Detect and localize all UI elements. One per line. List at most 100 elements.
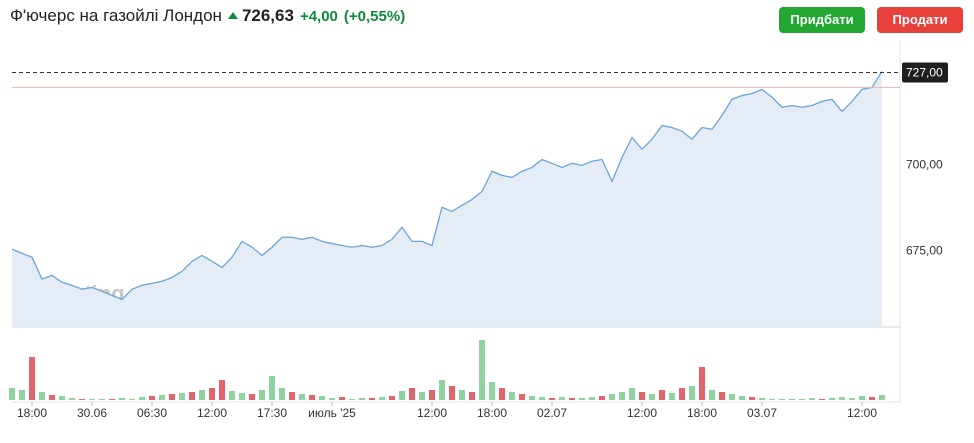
- volume-bar: [519, 394, 525, 400]
- volume-bar: [649, 394, 655, 400]
- change-percent: (+0,55%): [343, 8, 406, 25]
- x-tick-label: 12:00: [627, 406, 657, 420]
- volume-bar: [659, 390, 665, 400]
- chart: Investing.com675,00700,00727,0018:0030.0…: [9, 40, 948, 420]
- volume-bar: [699, 367, 705, 400]
- x-tick-label: 18:00: [477, 406, 507, 420]
- volume-bar: [849, 398, 855, 400]
- volume-bar: [479, 340, 485, 400]
- instrument-title: Ф'ючерс на газойлі Лондон 726,63 +4,00 (+0,…: [10, 6, 405, 26]
- price-line: [11, 71, 883, 301]
- volume-bar: [149, 396, 155, 400]
- volume-bar: [589, 397, 595, 400]
- volume-bar: [509, 392, 515, 400]
- buy-button[interactable]: Придбати: [779, 7, 865, 33]
- price-area: [12, 71, 882, 327]
- volume-bar: [879, 395, 885, 400]
- sell-button[interactable]: Продати: [877, 7, 963, 33]
- y-tick-label: 700,00: [906, 158, 943, 172]
- volume-bar: [189, 392, 195, 400]
- volume-bar: [9, 388, 15, 400]
- volume-bar: [309, 395, 315, 400]
- header: Ф'ючерс на газойлі Лондон 726,63 +4,00 (+0,…: [0, 0, 974, 36]
- volume-bar: [409, 388, 415, 400]
- volume-bar: [779, 399, 785, 400]
- volume-bar: [159, 395, 165, 400]
- volume-bar: [609, 394, 615, 400]
- volume-bar: [559, 397, 565, 400]
- volume-bar: [39, 392, 45, 400]
- volume-bar: [59, 396, 65, 400]
- volume-bar: [709, 390, 715, 400]
- x-tick-label: 12:00: [197, 406, 227, 420]
- volume-bar: [249, 394, 255, 400]
- x-tick-label: 12:00: [417, 406, 447, 420]
- volume-bar: [269, 376, 275, 400]
- volume-bar: [869, 397, 875, 400]
- y-tick-label: 675,00: [906, 244, 943, 258]
- volume-bar: [89, 399, 95, 400]
- volume-bar: [499, 388, 505, 400]
- volume-bar: [259, 390, 265, 400]
- volume-bar: [449, 386, 455, 400]
- volume-bar: [79, 399, 85, 400]
- volume-bar: [389, 396, 395, 400]
- volume-bar: [579, 398, 585, 400]
- volume-bar: [539, 397, 545, 400]
- x-tick-label: 18:00: [17, 406, 47, 420]
- x-tick-label: 03.07: [747, 406, 777, 420]
- volume-bar: [139, 397, 145, 400]
- volume-bar: [749, 397, 755, 400]
- volume-bar: [19, 390, 25, 400]
- volume-bar: [759, 398, 765, 400]
- x-tick-label: 12:00: [847, 406, 877, 420]
- volume-bar: [439, 380, 445, 400]
- volume-bar: [469, 392, 475, 400]
- volume-bar: [739, 396, 745, 400]
- volume-bar: [319, 396, 325, 400]
- volume-bar: [549, 398, 555, 400]
- up-arrow: [227, 12, 238, 19]
- volume-bar: [99, 399, 105, 400]
- x-tick-label: 18:00: [687, 406, 717, 420]
- volume-bar: [349, 399, 355, 400]
- volume-bar: [819, 399, 825, 400]
- x-tick-label: 02.07: [537, 406, 567, 420]
- volume-bar: [799, 399, 805, 400]
- volume-bar: [179, 393, 185, 400]
- volume-bar: [639, 392, 645, 400]
- volume-bar: [619, 392, 625, 400]
- volume-bar: [169, 394, 175, 400]
- volume-bar: [229, 391, 235, 400]
- volume-bar: [529, 396, 535, 400]
- volume-bar: [419, 392, 425, 400]
- volume-bar: [429, 390, 435, 400]
- price: 726,63: [241, 6, 294, 25]
- change: +4,00: [299, 8, 338, 25]
- volume-bar: [729, 394, 735, 400]
- volume-bar: [839, 397, 845, 400]
- volume-bar: [219, 380, 225, 400]
- x-tick-label: 30.06: [77, 406, 107, 420]
- volume-bar: [49, 395, 55, 400]
- volume-bar: [399, 391, 405, 400]
- volume-bar: [329, 398, 335, 400]
- volume-bar: [239, 393, 245, 400]
- volume-bar: [459, 390, 465, 400]
- volume-bar: [69, 398, 75, 400]
- volume-bar: [789, 399, 795, 400]
- volume-bar: [119, 398, 125, 400]
- volume-bar: [339, 397, 345, 400]
- volume-bar: [669, 393, 675, 400]
- volume-bar: [359, 398, 365, 400]
- volume-bar: [769, 399, 775, 400]
- volume-bar: [199, 390, 205, 400]
- volume-bar: [599, 396, 605, 400]
- title-text: Ф'ючерс на газойлі Лондон: [10, 6, 222, 25]
- volume-bar: [279, 388, 285, 400]
- volume-bar: [679, 388, 685, 400]
- volume-bar: [379, 397, 385, 400]
- x-tick-label: июль '25: [308, 406, 356, 420]
- current-price-box: [902, 62, 948, 83]
